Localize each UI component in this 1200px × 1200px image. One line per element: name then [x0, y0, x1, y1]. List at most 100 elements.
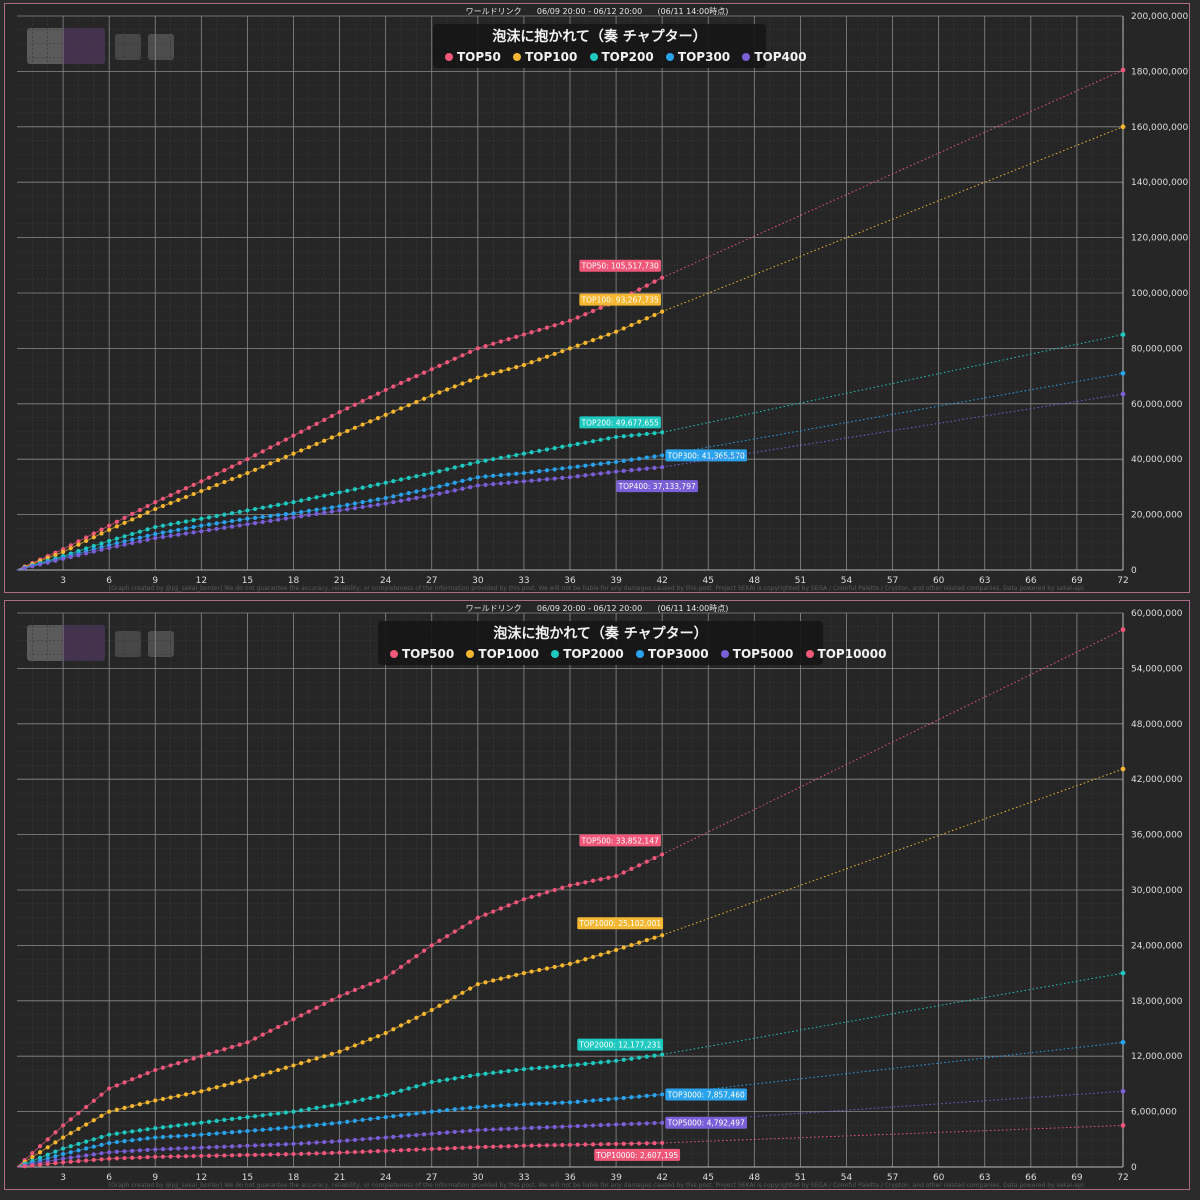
data-point — [391, 1134, 396, 1139]
legend-items: TOP50 TOP100 TOP200 TOP300 TOP400 — [441, 48, 807, 66]
data-point — [606, 1097, 611, 1102]
data-point — [276, 517, 281, 522]
data-point — [567, 443, 573, 448]
data-point — [91, 535, 96, 540]
projection-point — [1120, 1123, 1126, 1128]
legend-item-top2000[interactable]: TOP2000 — [551, 645, 624, 663]
legend-item-top300[interactable]: TOP300 — [665, 48, 730, 66]
data-point — [314, 1140, 319, 1145]
data-point — [37, 1162, 43, 1167]
data-point — [452, 465, 457, 470]
legend-item-top5000[interactable]: TOP5000 — [720, 645, 793, 663]
data-point — [398, 1113, 404, 1118]
data-point — [660, 1092, 665, 1097]
legend-item-top500[interactable]: TOP500 — [390, 645, 454, 663]
data-point — [383, 1115, 388, 1120]
data-point — [322, 510, 327, 515]
legend-marker — [805, 649, 814, 658]
data-point — [375, 1149, 381, 1154]
data-point — [306, 496, 311, 502]
data-point — [160, 534, 166, 540]
data-point — [299, 1108, 304, 1113]
data-point — [160, 523, 166, 528]
data-point — [107, 1086, 112, 1091]
data-point — [613, 1096, 619, 1101]
data-point — [91, 1157, 96, 1163]
legend-item-top400[interactable]: TOP400 — [742, 48, 807, 66]
data-point — [122, 515, 127, 520]
data-point — [276, 1142, 281, 1147]
data-point — [575, 464, 580, 469]
data-point — [445, 1146, 450, 1151]
data-point — [245, 508, 250, 513]
data-point — [506, 472, 511, 477]
legend-item-top200[interactable]: TOP200 — [589, 48, 654, 66]
data-point — [299, 1061, 304, 1066]
y-tick-label: 40,000,000 — [1131, 455, 1183, 465]
data-point — [483, 1127, 488, 1132]
data-point — [276, 512, 281, 518]
data-point — [383, 975, 388, 980]
data-point — [229, 524, 235, 529]
data-point — [91, 543, 96, 549]
data-point — [406, 475, 411, 480]
data-point — [153, 536, 158, 541]
data-point — [68, 546, 73, 551]
data-point — [652, 855, 657, 861]
data-point — [183, 519, 189, 524]
data-point — [575, 343, 580, 348]
data-point — [91, 1098, 96, 1103]
data-point — [368, 981, 373, 986]
data-point — [214, 513, 219, 519]
data-point — [644, 938, 649, 943]
data-point — [360, 504, 365, 510]
data-point — [45, 1137, 50, 1142]
data-point — [475, 982, 480, 987]
data-point — [107, 538, 112, 544]
x-tick-label: 12 — [196, 576, 207, 586]
legend-marker — [390, 649, 398, 658]
data-point — [360, 1097, 365, 1102]
data-point — [107, 1140, 112, 1146]
data-point — [529, 360, 534, 365]
data-point — [575, 1099, 580, 1104]
data-point — [99, 1157, 104, 1162]
x-tick-label: 39 — [610, 1173, 622, 1183]
data-point — [322, 506, 327, 511]
legend-item-top3000[interactable]: TOP3000 — [635, 645, 709, 663]
data-point — [352, 501, 358, 506]
legend-item-top10000[interactable]: TOP10000 — [805, 645, 886, 663]
data-point — [306, 1151, 311, 1156]
data-point — [291, 511, 296, 516]
data-point — [375, 1135, 381, 1141]
data-point — [521, 971, 527, 976]
data-point — [560, 444, 565, 449]
value-label: TOP5000: 4,792,497 — [667, 1119, 745, 1128]
data-point — [468, 1128, 473, 1133]
data-point — [191, 524, 196, 530]
character-thumbnail — [115, 34, 141, 60]
data-point — [99, 531, 104, 536]
data-point — [199, 1132, 204, 1137]
data-point — [314, 1151, 319, 1156]
legend-item-top1000[interactable]: TOP1000 — [466, 645, 539, 663]
data-point — [214, 1049, 219, 1054]
data-point — [414, 474, 419, 479]
data-point — [352, 425, 358, 430]
data-point — [598, 1060, 603, 1065]
data-point — [291, 1109, 296, 1114]
x-tick-label: 54 — [841, 1173, 853, 1183]
y-tick-label: 60,000,000 — [1131, 400, 1183, 410]
legend-item-top100[interactable]: TOP100 — [513, 48, 577, 66]
data-point — [368, 419, 373, 424]
data-point — [483, 482, 488, 487]
data-point — [398, 1088, 404, 1093]
data-point — [567, 1063, 573, 1068]
data-point — [314, 1056, 319, 1061]
data-point — [491, 473, 496, 478]
legend-item-top50[interactable]: TOP50 — [445, 48, 501, 66]
legend-label: TOP400 — [754, 50, 807, 64]
y-tick-label: 160,000,000 — [1131, 123, 1189, 133]
data-point — [76, 1148, 81, 1153]
data-point — [199, 523, 204, 528]
